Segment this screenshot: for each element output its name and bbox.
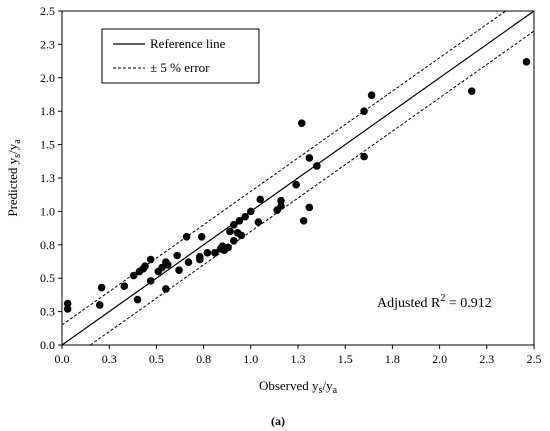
x-tick-label: 1.5	[338, 352, 353, 366]
data-point	[203, 249, 212, 257]
data-point	[63, 305, 72, 313]
x-tick-label: 2.0	[432, 352, 447, 366]
data-point	[120, 282, 129, 291]
x-axis-label-sub2: a	[333, 385, 338, 396]
data-point	[226, 227, 234, 236]
legend: Reference line ± 5 % error	[101, 28, 260, 84]
data-point	[211, 249, 219, 257]
legend-entry-error: ± 5 % error	[150, 60, 210, 75]
x-tick-label: 0.5	[149, 352, 164, 366]
data-point	[230, 236, 238, 245]
data-point	[235, 216, 244, 225]
data-point	[237, 231, 246, 240]
x-tick-label: 0.3	[102, 352, 117, 366]
data-point	[467, 87, 476, 95]
data-point	[305, 154, 314, 162]
data-point	[158, 263, 166, 272]
data-point	[241, 212, 249, 221]
data-point	[277, 196, 285, 205]
y-axis-label: Predicted ys/ya	[5, 139, 23, 217]
y-tick-label: 1.3	[40, 171, 55, 185]
x-axis-label: Observed ys/ya	[259, 378, 338, 396]
data-point	[367, 91, 376, 99]
data-point	[173, 251, 181, 260]
data-point	[146, 277, 155, 285]
r-squared-annotation: Adjusted R2 = 0.912	[377, 293, 492, 311]
data-point	[129, 271, 138, 280]
y-axis-label-sub2: a	[12, 139, 23, 144]
legend-box	[101, 28, 260, 84]
y-tick-label: 2.5	[40, 4, 55, 18]
y-axis-label-sub1: s	[12, 154, 23, 158]
y-tick-label: 1.0	[40, 204, 55, 218]
data-points	[63, 57, 531, 313]
data-point	[254, 218, 263, 226]
data-point	[141, 262, 149, 270]
x-tick-label: 2.3	[479, 352, 494, 366]
x-tick-label: 1.3	[291, 352, 306, 366]
data-point	[163, 261, 172, 269]
y-tick-label: 1.8	[40, 104, 55, 118]
x-tick-label: 0.0	[55, 352, 70, 366]
reference-line	[61, 10, 535, 346]
data-point	[95, 301, 104, 309]
data-point	[360, 107, 368, 115]
x-axis-label-sub1: s	[319, 385, 323, 396]
data-point	[230, 220, 238, 229]
data-point	[224, 243, 232, 252]
data-point	[197, 232, 206, 241]
legend-entry-reference: Reference line	[150, 36, 226, 51]
y-tick-label: 2.3	[40, 37, 55, 51]
data-point	[299, 216, 308, 225]
data-point	[133, 295, 142, 304]
x-tick-label: 2.5	[527, 352, 542, 366]
data-point	[522, 57, 531, 66]
x-tick-label: 1.8	[385, 352, 400, 366]
y-tick-label: 1.5	[40, 138, 55, 152]
x-axis-ticks: 0.0 0.3 0.5 0.8 1.0 1.3 1.5 1.8 2.0 2.3 2.5	[55, 345, 542, 366]
data-point	[313, 162, 321, 170]
data-point	[184, 258, 193, 266]
y-tick-label: 0.0	[40, 338, 55, 352]
x-tick-label: 1.0	[243, 352, 258, 366]
data-point	[182, 232, 191, 241]
lower-error-line	[90, 30, 535, 346]
data-point	[63, 299, 72, 308]
y-tick-label: 0.3	[40, 305, 55, 319]
y-tick-label: 2.0	[40, 71, 55, 85]
r-squared-superscript: 2	[440, 293, 445, 304]
data-point	[97, 283, 106, 292]
data-point	[175, 266, 183, 274]
data-point	[305, 203, 314, 212]
x-tick-label: 0.8	[196, 352, 211, 366]
data-point	[292, 180, 300, 189]
data-point	[360, 152, 368, 161]
data-point	[256, 195, 265, 204]
data-point	[162, 285, 170, 293]
figure-caption: (a)	[271, 414, 285, 428]
data-point	[247, 207, 255, 216]
y-axis-ticks: 0.0 0.3 0.5 0.8 1.0 1.3 1.5 1.8 2.0 2.3 2.5	[40, 4, 62, 352]
data-point	[196, 253, 204, 261]
data-point	[297, 119, 306, 128]
y-tick-label: 0.8	[40, 238, 55, 252]
data-point	[277, 202, 285, 210]
data-point	[146, 255, 155, 264]
y-tick-label: 0.5	[40, 271, 55, 285]
